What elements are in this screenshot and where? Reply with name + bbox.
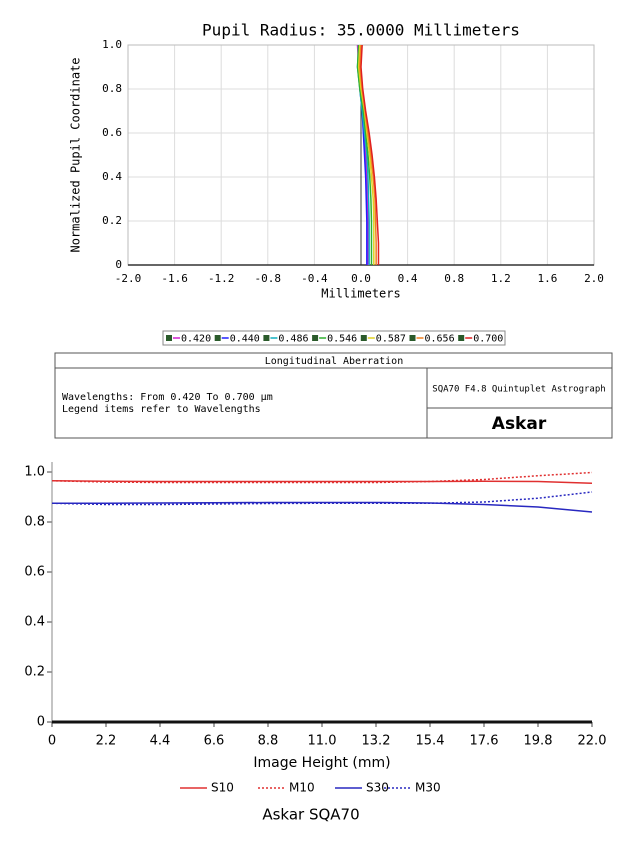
chart-caption: Askar SQA70	[262, 806, 359, 824]
x-tick-label: 13.2	[362, 734, 391, 749]
y-tick-label: 0	[37, 715, 45, 730]
series-line	[51, 480, 593, 484]
y-tick-label: 0.2	[102, 214, 122, 227]
x-axis-label: Millimeters	[321, 287, 400, 301]
series-line	[52, 501, 593, 513]
legend-icon	[409, 335, 416, 341]
info-logo: Askar	[492, 414, 547, 434]
x-tick-label: 0.0	[351, 272, 371, 285]
x-tick-label: 4.4	[150, 734, 171, 749]
x-tick-label: -1.2	[208, 272, 235, 285]
series-line	[356, 44, 373, 265]
x-tick-label: 19.8	[524, 734, 553, 749]
legend-icon	[458, 335, 465, 341]
series-line	[357, 44, 375, 265]
legend-box	[162, 330, 506, 346]
x-axis-label: Image Height (mm)	[253, 755, 390, 771]
x-tick-label: 2.0	[584, 272, 604, 285]
info-border	[54, 352, 613, 439]
x-tick-label: 2.2	[96, 734, 117, 749]
chart-title: Pupil Radius: 35.0000 Millimeters	[202, 21, 520, 40]
y-tick-label: 0.2	[24, 665, 45, 680]
legend-label: 0.486	[278, 334, 308, 345]
y-tick-label: 0.6	[24, 565, 45, 580]
x-tick-label: 0.4	[398, 272, 418, 285]
x-tick-label: -1.6	[161, 272, 188, 285]
y-tick-label: 0.6	[102, 126, 122, 139]
legend-label: 0.587	[376, 334, 406, 345]
y-tick-label: 0.8	[102, 82, 122, 95]
info-box: Longitudinal Aberration Wavelengths: Fro…	[54, 352, 613, 439]
y-tick-label: 0.4	[24, 615, 45, 630]
legend-icon	[214, 335, 221, 341]
legend-label: 0.440	[230, 334, 260, 345]
x-tick-label: 0	[48, 734, 56, 749]
legend-label: 0.420	[181, 334, 211, 345]
info-line: Wavelengths: From 0.420 To 0.700 µm	[62, 392, 273, 403]
y-axis-label: Normalized Pupil Coordinate	[69, 57, 83, 252]
y-tick-label: 0.4	[102, 170, 122, 183]
y-tick-label: 1.0	[102, 38, 122, 51]
x-tick-label: 17.6	[470, 734, 499, 749]
y-tick-label: 1.0	[24, 465, 45, 480]
x-tick-label: 1.2	[491, 272, 511, 285]
x-tick-label: 1.6	[537, 272, 557, 285]
x-tick-label: 11.0	[308, 734, 337, 749]
x-tick-label: 22.0	[578, 734, 607, 749]
info-line: Legend items refer to Wavelengths	[62, 404, 261, 415]
x-tick-label: 0.8	[444, 272, 464, 285]
legend-icon	[312, 335, 319, 341]
x-tick-label: -0.4	[301, 272, 328, 285]
x-tick-label: 6.6	[204, 734, 225, 749]
legend-icon	[166, 335, 172, 341]
y-tick-label: 0	[115, 258, 122, 271]
legend-label: 0.546	[327, 334, 357, 345]
legend-label: M30	[415, 781, 441, 795]
info-product: SQA70 F4.8 Quintuplet Astrograph	[432, 385, 605, 395]
x-tick-label: 15.4	[416, 734, 445, 749]
legend-label: 0.656	[425, 334, 455, 345]
legend-label: S10	[211, 781, 234, 795]
x-tick-label: -2.0	[115, 272, 142, 285]
legend-label: M10	[289, 781, 315, 795]
y-tick-label: 0.8	[24, 515, 45, 530]
series-line	[359, 44, 377, 265]
x-tick-label: 8.8	[258, 734, 279, 749]
legend-icon	[263, 335, 270, 341]
legend-label: S30	[366, 781, 389, 795]
x-tick-label: -0.8	[255, 272, 282, 285]
legend-label: 0.700	[473, 334, 503, 345]
legend-icon	[360, 335, 367, 341]
info-header: Longitudinal Aberration	[265, 356, 403, 367]
series-line	[360, 44, 380, 265]
